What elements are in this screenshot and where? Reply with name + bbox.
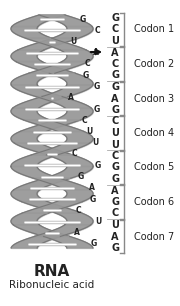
Polygon shape [52, 27, 93, 38]
Polygon shape [54, 108, 93, 120]
Text: G: G [78, 172, 84, 181]
Text: G: G [94, 105, 100, 114]
Text: G: G [79, 14, 86, 24]
Text: RNA: RNA [34, 264, 70, 279]
Text: U: U [111, 36, 119, 46]
Text: U: U [95, 217, 101, 226]
Text: G: G [111, 13, 119, 23]
Text: G: G [91, 240, 97, 248]
Polygon shape [11, 213, 48, 225]
Text: G: G [94, 82, 100, 91]
Polygon shape [36, 97, 91, 108]
Text: C: C [111, 117, 119, 126]
Text: C: C [85, 59, 90, 69]
Polygon shape [18, 38, 78, 50]
Polygon shape [11, 73, 55, 85]
Polygon shape [33, 178, 90, 190]
Polygon shape [21, 201, 82, 213]
Text: A: A [89, 183, 94, 192]
Text: U: U [86, 127, 92, 136]
Polygon shape [44, 237, 93, 248]
Text: A: A [68, 93, 74, 102]
Polygon shape [14, 178, 71, 190]
Text: C: C [111, 59, 119, 69]
Text: C: C [111, 208, 119, 218]
Polygon shape [11, 108, 50, 120]
Polygon shape [22, 201, 83, 213]
Text: U: U [70, 37, 76, 46]
Text: C: C [111, 24, 119, 35]
Text: A: A [111, 232, 119, 241]
Text: G: G [90, 195, 96, 203]
Polygon shape [49, 73, 93, 85]
Polygon shape [57, 190, 93, 201]
Polygon shape [11, 237, 60, 248]
Polygon shape [56, 213, 93, 225]
Text: Codon 1: Codon 1 [134, 24, 174, 35]
Text: C: C [82, 116, 87, 125]
Text: G: G [95, 161, 101, 170]
Text: G: G [111, 174, 119, 184]
Polygon shape [11, 190, 47, 201]
Polygon shape [34, 225, 91, 237]
Text: A: A [74, 228, 80, 237]
Text: G: G [111, 105, 119, 115]
Text: C: C [72, 150, 77, 159]
Polygon shape [13, 225, 70, 237]
Text: Codon 2: Codon 2 [134, 59, 174, 69]
Polygon shape [11, 155, 58, 166]
Polygon shape [12, 15, 65, 27]
Text: U: U [111, 140, 119, 150]
Text: A: A [93, 48, 99, 57]
Text: G: G [83, 71, 89, 80]
Polygon shape [11, 85, 62, 97]
Text: Codon 7: Codon 7 [134, 232, 174, 241]
Text: G: G [111, 243, 119, 253]
Text: C: C [111, 151, 119, 161]
Text: C: C [76, 206, 81, 215]
Text: G: G [111, 82, 119, 92]
Text: G: G [111, 197, 119, 207]
Text: G: G [111, 162, 119, 173]
Polygon shape [11, 50, 44, 62]
Polygon shape [26, 38, 86, 50]
Polygon shape [13, 97, 68, 108]
Text: Codon 6: Codon 6 [134, 197, 174, 207]
Polygon shape [31, 143, 89, 155]
Polygon shape [15, 143, 73, 155]
Polygon shape [60, 50, 93, 62]
Text: A: A [111, 185, 119, 196]
Polygon shape [11, 166, 59, 178]
Polygon shape [39, 15, 92, 27]
Polygon shape [45, 166, 93, 178]
Text: C: C [94, 26, 100, 35]
Text: U: U [111, 128, 119, 138]
Text: U: U [92, 138, 98, 147]
Text: U: U [111, 220, 119, 230]
Polygon shape [16, 62, 75, 73]
Text: A: A [111, 47, 119, 58]
Text: Codon 4: Codon 4 [134, 128, 174, 138]
Text: Codon 5: Codon 5 [134, 162, 174, 173]
Text: A: A [111, 94, 119, 103]
Polygon shape [11, 132, 46, 143]
Text: G: G [111, 70, 119, 80]
Polygon shape [29, 62, 88, 73]
Polygon shape [24, 120, 84, 132]
Polygon shape [42, 85, 93, 97]
Polygon shape [46, 155, 93, 166]
Polygon shape [11, 27, 52, 38]
Polygon shape [20, 120, 80, 132]
Text: Codon 3: Codon 3 [134, 94, 174, 103]
Polygon shape [58, 132, 93, 143]
Text: Ribonucleic acid: Ribonucleic acid [9, 280, 95, 290]
